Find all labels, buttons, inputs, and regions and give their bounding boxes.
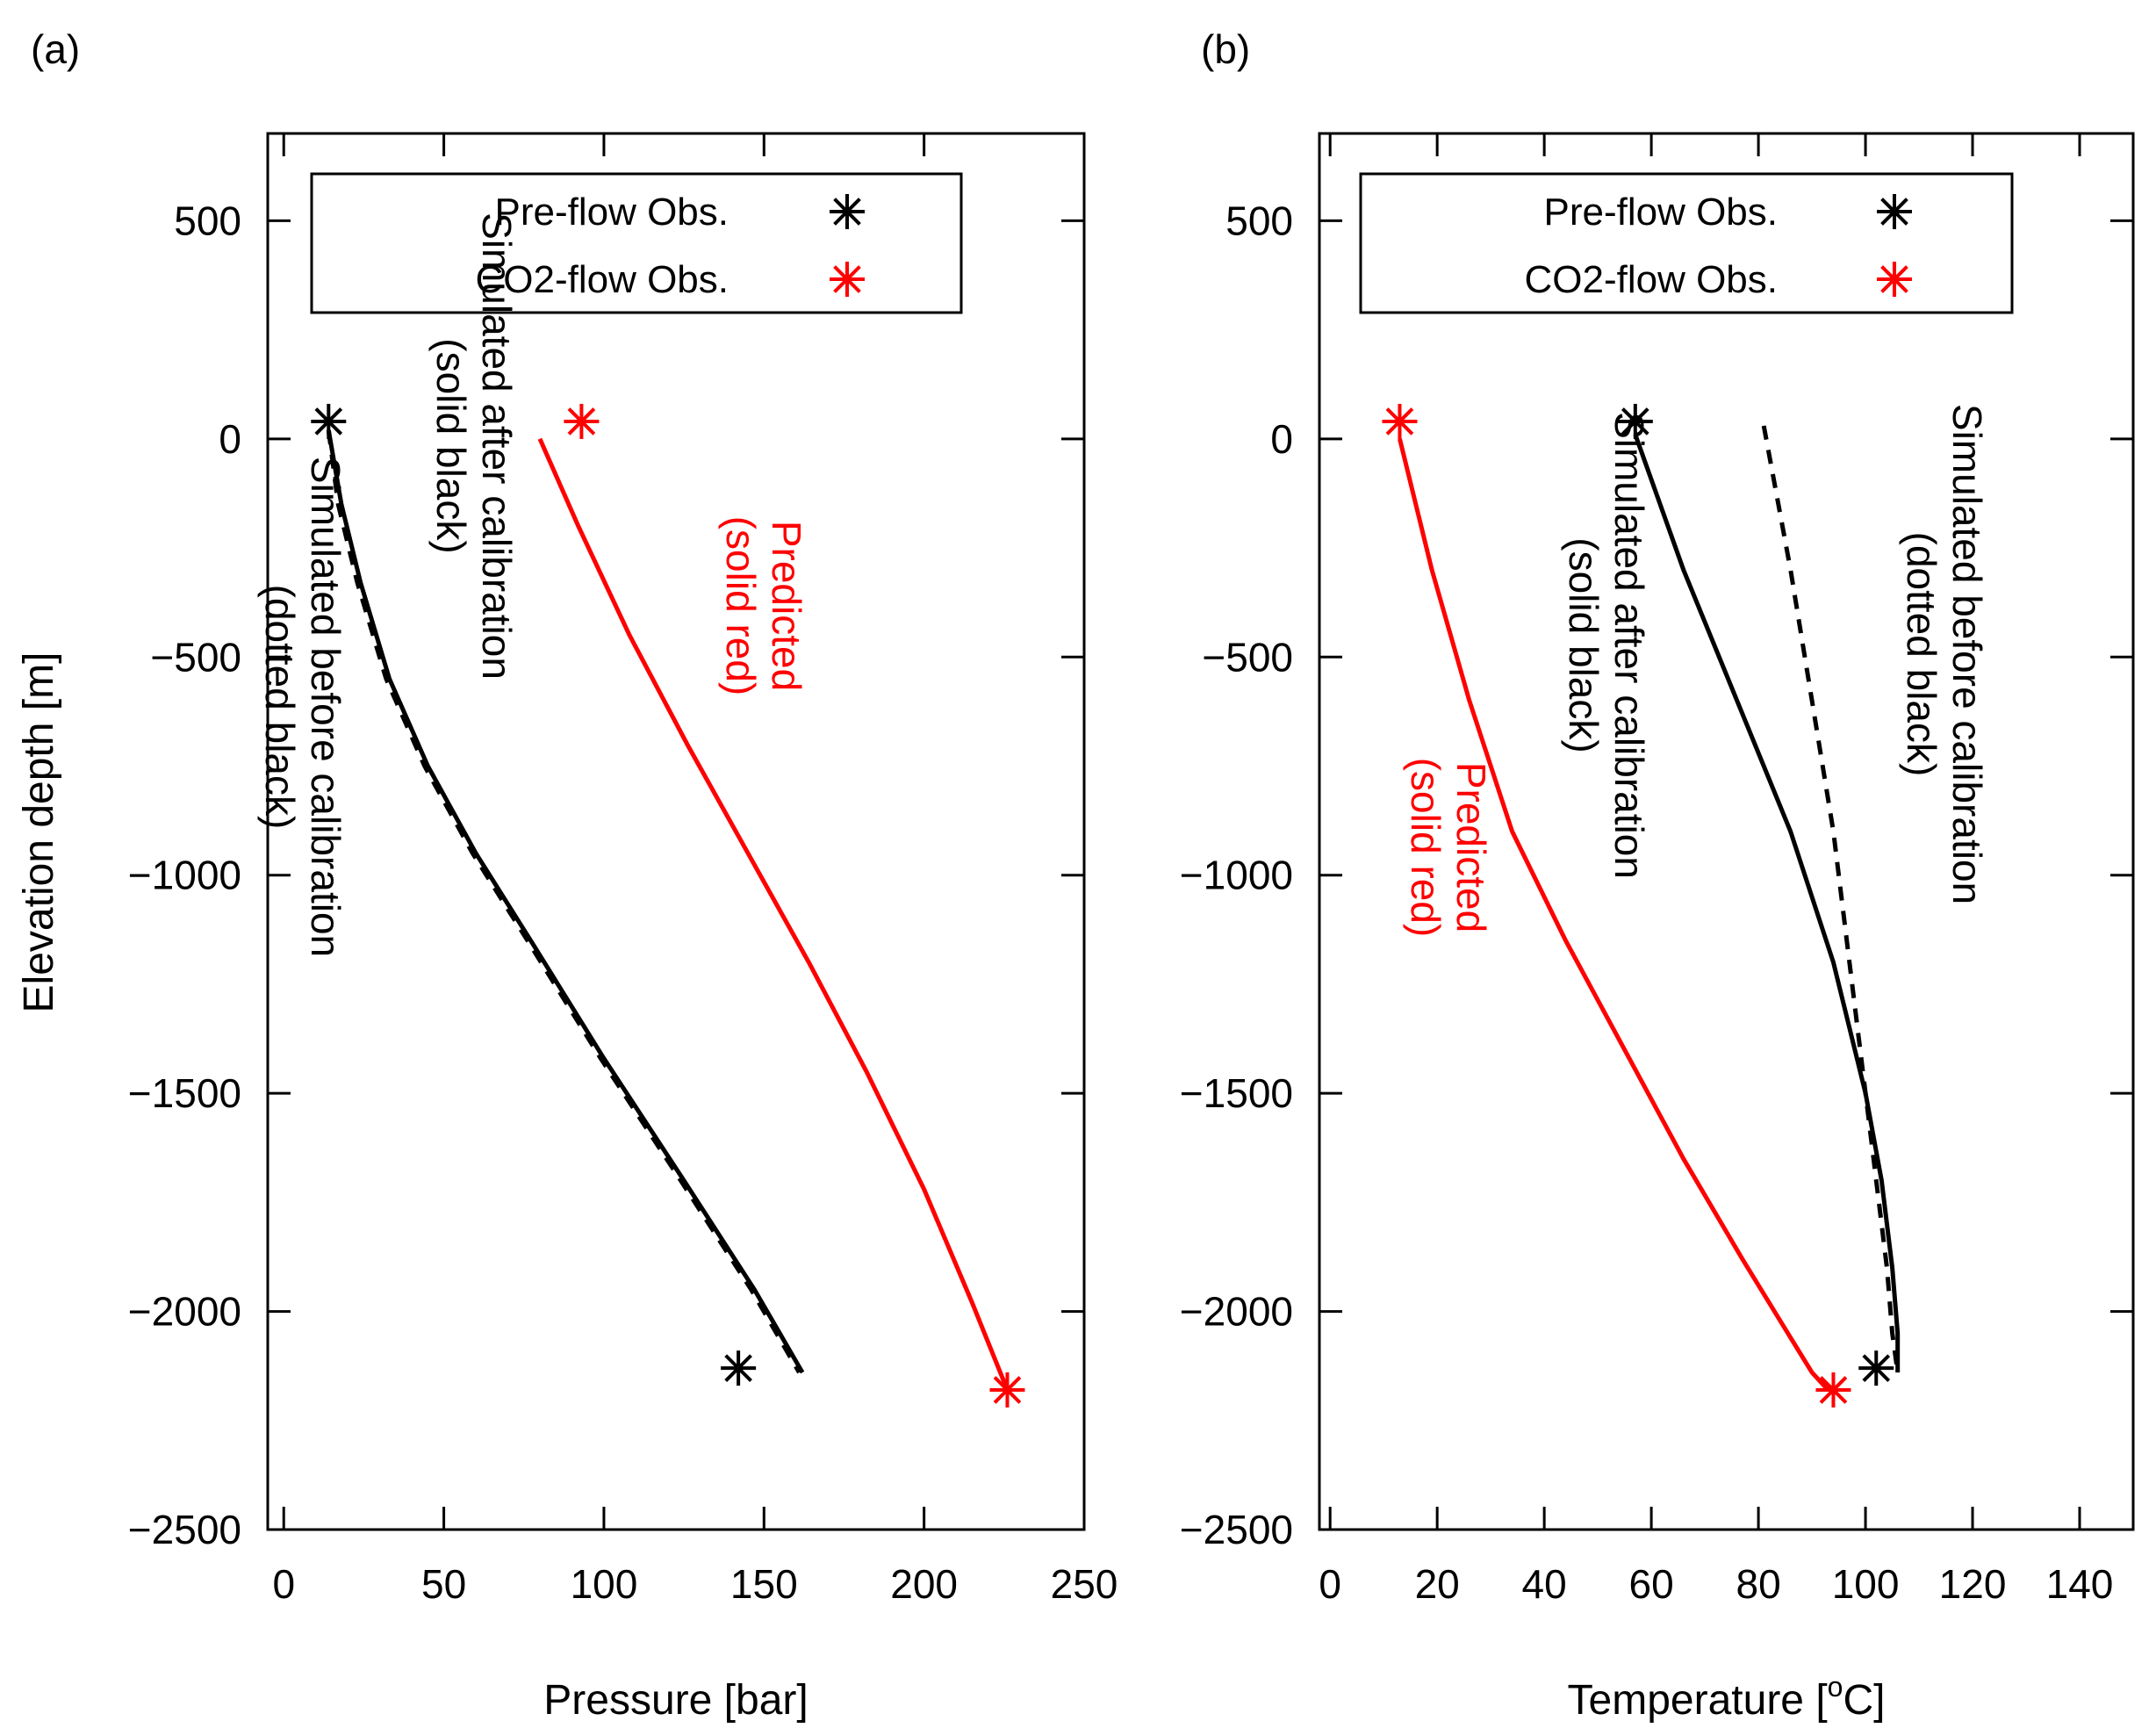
annotation: Predicted(solid red)	[1403, 758, 1494, 938]
panel-label: (a)	[31, 26, 80, 72]
annotation-line: Simulated after calibration	[474, 212, 520, 680]
asterisk-stroke	[1621, 407, 1649, 436]
x-axis-label-main: Temperature [	[1568, 1677, 1828, 1724]
co2-flow-obs-point	[1382, 403, 1418, 439]
x-tick-label: 100	[571, 1561, 638, 1607]
series-line-predicted	[537, 437, 1010, 1391]
legend-marker	[830, 262, 865, 297]
pre-flow-obs-point	[1858, 1350, 1894, 1386]
y-tick-label: −1000	[128, 853, 241, 898]
legend-box	[310, 172, 963, 314]
annotation-line: Predicted	[764, 521, 809, 691]
annotation-line: (solid red)	[718, 516, 764, 696]
y-tick-label: −1000	[1180, 853, 1293, 898]
series-line-simulated-after-calibration	[1633, 433, 1901, 1373]
legend-marker	[830, 194, 865, 229]
panel-b: (b) 500 0 −500 −1000 −1500 −2000 −2500 0 20 40 60 80…	[1180, 26, 2135, 1724]
x-axis-label: Temperature [oC]	[1568, 1671, 1886, 1724]
y-tick-label: −1500	[128, 1070, 241, 1116]
plot-frame	[266, 132, 1086, 1531]
x-tick-label: 80	[1736, 1561, 1781, 1607]
plot-frame	[1318, 132, 2135, 1531]
series-line-predicted	[1398, 438, 1830, 1392]
pre-flow-obs-point	[311, 403, 347, 439]
annotation-line: Simulated before calibration	[303, 457, 349, 957]
annotation-line: (solid black)	[1561, 537, 1606, 752]
x-axis-label: Pressure [bar]	[543, 1677, 808, 1724]
y-tick-label: −2000	[128, 1289, 241, 1335]
legend-label: CO2-flow Obs.	[1524, 258, 1778, 301]
series-line-simulated-before-calibration	[1761, 425, 1901, 1373]
annotation-line: Simulated before calibration	[1944, 404, 1990, 904]
x-axis-label-sup: o	[1828, 1671, 1843, 1703]
legend-label: Pre-flow Obs.	[1543, 191, 1778, 234]
asterisk-stroke	[1385, 407, 1414, 436]
asterisk-stroke	[567, 407, 596, 436]
y-tick-label: −2500	[128, 1507, 241, 1552]
annotation-line: (dotted black)	[257, 585, 303, 830]
y-tick-label: −500	[150, 634, 241, 680]
annotation-line: Predicted	[1448, 762, 1494, 932]
panel-label: (b)	[1201, 26, 1250, 72]
x-tick-label: 0	[1319, 1561, 1341, 1607]
x-tick-label: 60	[1629, 1561, 1674, 1607]
annotation: Simulated before calibration(dotted blac…	[257, 457, 349, 957]
x-axis-label-end: C]	[1843, 1677, 1885, 1724]
y-tick-label: −2000	[1180, 1289, 1293, 1335]
pre-flow-obs-point	[721, 1350, 757, 1386]
annotation-line: (dotted black)	[1899, 532, 1944, 777]
legend: Pre-flow Obs. CO2-flow Obs.	[1359, 172, 2014, 314]
x-tick-label: 0	[272, 1561, 295, 1607]
annotation-line: (solid black)	[428, 338, 474, 553]
legend: Pre-flow Obs. CO2-flow Obs.	[310, 172, 963, 314]
x-tick-label: 50	[421, 1561, 466, 1607]
annotation-line: Simulated after calibration	[1606, 412, 1652, 879]
y-tick-label: 500	[1225, 198, 1293, 243]
x-tick-label: 120	[1939, 1561, 2007, 1607]
legend-label: Pre-flow Obs.	[494, 191, 729, 234]
y-tick-label: 0	[219, 416, 241, 462]
y-axis-label: Elevation depth [m]	[16, 652, 62, 1013]
annotation: Simulated before calibration(dotted blac…	[1899, 404, 1990, 904]
y-tick-label: −2500	[1180, 1507, 1293, 1552]
x-tick-label: 250	[1051, 1561, 1118, 1607]
annotation: Predicted(solid red)	[718, 516, 809, 696]
y-tick-label: 500	[174, 198, 241, 243]
x-tick-label: 40	[1522, 1561, 1567, 1607]
panel-a: (a) 500 0 −500 −1000 −1500 −2000 −2500 0 50 100 150…	[16, 26, 1118, 1724]
asterisk-stroke	[1880, 198, 1908, 226]
co2-flow-obs-point	[1815, 1372, 1851, 1408]
asterisk-stroke	[1880, 265, 1908, 293]
y-tick-label: −1500	[1180, 1070, 1293, 1116]
series-line-simulated-before-calibration	[326, 429, 801, 1374]
asterisk-stroke	[833, 265, 861, 293]
asterisk-stroke	[833, 198, 861, 226]
y-tick-label: 0	[1270, 416, 1293, 462]
x-tick-label: 150	[730, 1561, 798, 1607]
x-tick-label: 140	[2046, 1561, 2114, 1607]
x-tick-label: 200	[890, 1561, 958, 1607]
legend-label: CO2-flow Obs.	[475, 258, 729, 301]
x-tick-label: 100	[1832, 1561, 1900, 1607]
co2-flow-obs-point	[989, 1372, 1025, 1408]
annotation: Simulated after calibration(solid black)	[1561, 412, 1652, 879]
x-tick-label: 20	[1415, 1561, 1460, 1607]
co2-flow-obs-point	[564, 403, 600, 439]
pre-flow-obs-point	[1617, 403, 1653, 439]
asterisk-stroke	[1862, 1354, 1891, 1382]
y-tick-label: −500	[1202, 634, 1293, 680]
legend-marker	[1877, 262, 1912, 297]
asterisk-stroke	[993, 1376, 1022, 1404]
asterisk-stroke	[724, 1354, 752, 1382]
asterisk-stroke	[1819, 1376, 1848, 1404]
series-line-simulated-after-calibration	[326, 429, 805, 1374]
legend-marker	[1877, 194, 1912, 229]
annotation: Simulated after calibration(solid black)	[428, 212, 520, 680]
asterisk-stroke	[314, 407, 343, 436]
annotation-line: (solid red)	[1403, 758, 1448, 938]
